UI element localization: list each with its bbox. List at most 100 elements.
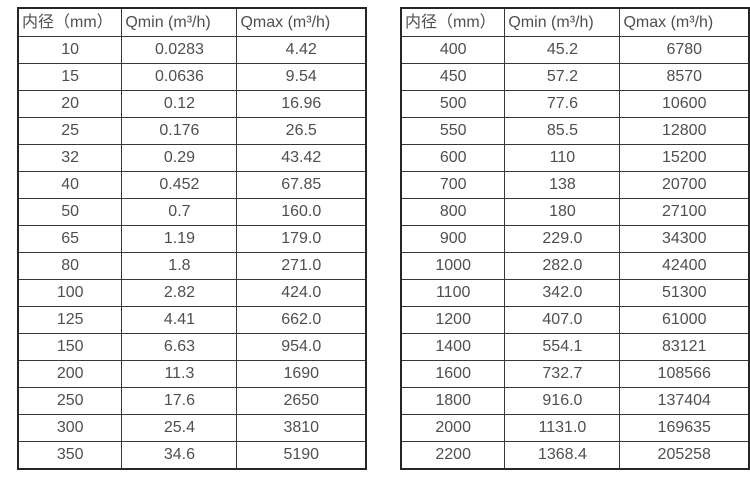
table-cell: 205258 <box>619 441 750 470</box>
table-cell: 26.5 <box>236 117 367 145</box>
table-cell: 77.6 <box>504 90 621 118</box>
table-row: 40 0.452 67.85 <box>17 171 367 199</box>
table-cell: 169635 <box>619 414 750 442</box>
table-row: 1400 554.1 83121 <box>400 333 750 361</box>
table-cell: 662.0 <box>236 306 367 334</box>
table-cell: 51300 <box>619 279 750 307</box>
table-cell: 554.1 <box>504 333 621 361</box>
table-cell: 0.452 <box>121 171 238 199</box>
table-row: 10 0.0283 4.42 <box>17 36 367 64</box>
table-cell: 137404 <box>619 387 750 415</box>
table-row: 2200 1368.4 205258 <box>400 441 750 470</box>
table-cell: 500 <box>400 90 506 118</box>
table-cell: 300 <box>17 414 123 442</box>
table-cell: 1368.4 <box>504 441 621 470</box>
table-row: 400 45.2 6780 <box>400 36 750 64</box>
table-row: 500 77.6 10600 <box>400 90 750 118</box>
table-cell: 1100 <box>400 279 506 307</box>
table-cell: 57.2 <box>504 63 621 91</box>
table-row: 50 0.7 160.0 <box>17 198 367 226</box>
table-row: 200 11.3 1690 <box>17 360 367 388</box>
table-cell: 800 <box>400 198 506 226</box>
table-cell: 3810 <box>236 414 367 442</box>
table-cell: 65 <box>17 225 123 253</box>
table-cell: 45.2 <box>504 36 621 64</box>
table-cell: 1131.0 <box>504 414 621 442</box>
table-cell: 229.0 <box>504 225 621 253</box>
table-row: 80 1.8 271.0 <box>17 252 367 280</box>
flow-table-large-diameters: 内径（mm） Qmin (m³/h) Qmax (m³/h) 400 45.2 6780 4… <box>400 7 750 470</box>
table-cell: 180 <box>504 198 621 226</box>
table-cell: 80 <box>17 252 123 280</box>
table-row: 1800 916.0 137404 <box>400 387 750 415</box>
table-row: 25 0.176 26.5 <box>17 117 367 145</box>
table-cell: 4.42 <box>236 36 367 64</box>
table-row: 450 57.2 8570 <box>400 63 750 91</box>
table-row: 150 6.63 954.0 <box>17 333 367 361</box>
table-cell: 16.96 <box>236 90 367 118</box>
table-cell: 34300 <box>619 225 750 253</box>
table-row: 550 85.5 12800 <box>400 117 750 145</box>
table-cell: 350 <box>17 441 123 470</box>
table-cell: 25.4 <box>121 414 238 442</box>
table-cell: 40 <box>17 171 123 199</box>
column-header: Qmax (m³/h) <box>236 7 367 37</box>
table-cell: 732.7 <box>504 360 621 388</box>
table-cell: 85.5 <box>504 117 621 145</box>
header-row: 内径（mm） Qmin (m³/h) Qmax (m³/h) <box>17 7 367 37</box>
column-header: Qmax (m³/h) <box>619 7 750 37</box>
table-cell: 125 <box>17 306 123 334</box>
table-cell: 9.54 <box>236 63 367 91</box>
table-row: 1600 732.7 108566 <box>400 360 750 388</box>
table-cell: 0.12 <box>121 90 238 118</box>
table-row: 300 25.4 3810 <box>17 414 367 442</box>
table-row: 700 138 20700 <box>400 171 750 199</box>
table-cell: 424.0 <box>236 279 367 307</box>
table-cell: 0.176 <box>121 117 238 145</box>
table-row: 800 180 27100 <box>400 198 750 226</box>
table-cell: 150 <box>17 333 123 361</box>
table-cell: 900 <box>400 225 506 253</box>
table-cell: 8570 <box>619 63 750 91</box>
table-cell: 0.29 <box>121 144 238 172</box>
table-cell: 700 <box>400 171 506 199</box>
table-cell: 20700 <box>619 171 750 199</box>
table-cell: 0.7 <box>121 198 238 226</box>
table-cell: 0.0283 <box>121 36 238 64</box>
table-cell: 32 <box>17 144 123 172</box>
flow-table-small-diameters: 内径（mm） Qmin (m³/h) Qmax (m³/h) 10 0.0283 4.42… <box>17 7 367 470</box>
table-cell: 4.41 <box>121 306 238 334</box>
table-cell: 27100 <box>619 198 750 226</box>
table-cell: 916.0 <box>504 387 621 415</box>
table-cell: 1000 <box>400 252 506 280</box>
table-cell: 61000 <box>619 306 750 334</box>
table-row: 600 110 15200 <box>400 144 750 172</box>
table-cell: 450 <box>400 63 506 91</box>
table-cell: 407.0 <box>504 306 621 334</box>
table-row: 350 34.6 5190 <box>17 441 367 470</box>
table-cell: 1690 <box>236 360 367 388</box>
table-cell: 110 <box>504 144 621 172</box>
table-cell: 83121 <box>619 333 750 361</box>
table-cell: 6780 <box>619 36 750 64</box>
header-row: 内径（mm） Qmin (m³/h) Qmax (m³/h) <box>400 7 750 37</box>
table-cell: 179.0 <box>236 225 367 253</box>
table-cell: 6.63 <box>121 333 238 361</box>
table-row: 1000 282.0 42400 <box>400 252 750 280</box>
table-cell: 0.0636 <box>121 63 238 91</box>
table-row: 65 1.19 179.0 <box>17 225 367 253</box>
column-header: Qmin (m³/h) <box>121 7 238 37</box>
table-cell: 43.42 <box>236 144 367 172</box>
table-cell: 282.0 <box>504 252 621 280</box>
table-cell: 138 <box>504 171 621 199</box>
table-cell: 108566 <box>619 360 750 388</box>
table-cell: 400 <box>400 36 506 64</box>
table-cell: 100 <box>17 279 123 307</box>
table-cell: 1600 <box>400 360 506 388</box>
table-cell: 1.19 <box>121 225 238 253</box>
table-cell: 15200 <box>619 144 750 172</box>
table-cell: 34.6 <box>121 441 238 470</box>
column-header: 内径（mm） <box>400 7 506 37</box>
table-cell: 67.85 <box>236 171 367 199</box>
table-cell: 342.0 <box>504 279 621 307</box>
